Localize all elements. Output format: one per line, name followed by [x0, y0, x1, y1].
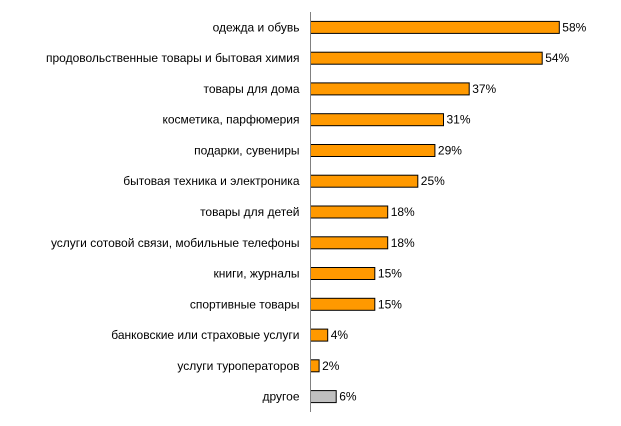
value-label-10: 15%	[378, 297, 402, 311]
category-label-8: услуги сотовой связи, мобильные телефоны	[51, 236, 300, 250]
bar-2	[310, 51, 543, 65]
value-labels-group: 58% 54% 37% 31% 29% 25% 18% 18% 15% 15% 4% 2% 6%	[322, 20, 587, 403]
bar-8	[310, 236, 389, 250]
value-label-13: 6%	[339, 390, 357, 404]
value-label-2: 54%	[545, 51, 569, 65]
value-label-9: 15%	[378, 267, 402, 281]
value-label-8: 18%	[391, 236, 415, 250]
bar-10	[310, 297, 376, 311]
bar-9	[310, 267, 376, 280]
value-label-4: 31%	[447, 113, 471, 127]
category-label-7: товары для детей	[200, 205, 299, 219]
value-label-1: 58%	[562, 20, 586, 34]
bar-7	[310, 205, 389, 219]
bar-4	[310, 113, 444, 127]
category-label-2: продовольственные товары и бытовая химия	[46, 51, 300, 65]
category-label-13: другое	[262, 390, 299, 404]
value-label-11: 4%	[331, 328, 349, 342]
category-label-1: одежда и обувь	[213, 20, 300, 34]
bar-1	[310, 20, 560, 34]
category-label-12: услуги туроператоров	[177, 359, 299, 373]
bar-11	[310, 328, 329, 342]
value-label-12: 2%	[322, 359, 340, 373]
category-labels-group: одежда и обувь продовольственные товары и…	[46, 20, 300, 403]
category-label-4: косметика, парфюмерия	[162, 113, 299, 127]
value-label-5: 29%	[438, 144, 462, 158]
bars-group	[310, 20, 560, 404]
value-label-6: 25%	[421, 174, 445, 188]
category-label-10: спортивные товары	[190, 297, 300, 311]
bar-13	[310, 390, 337, 404]
bar-5	[310, 144, 436, 157]
value-label-7: 18%	[391, 205, 415, 219]
category-label-11: банковские или страховые услуги	[111, 328, 299, 342]
bar-6	[310, 174, 419, 188]
category-label-5: подарки, сувениры	[194, 144, 299, 158]
category-label-9: книги, журналы	[214, 267, 300, 281]
bar-3	[310, 82, 470, 96]
bar-12	[310, 359, 320, 373]
category-label-6: бытовая техника и электроника	[123, 174, 300, 188]
value-label-3: 37%	[472, 82, 496, 96]
category-label-3: товары для дома	[203, 82, 299, 96]
